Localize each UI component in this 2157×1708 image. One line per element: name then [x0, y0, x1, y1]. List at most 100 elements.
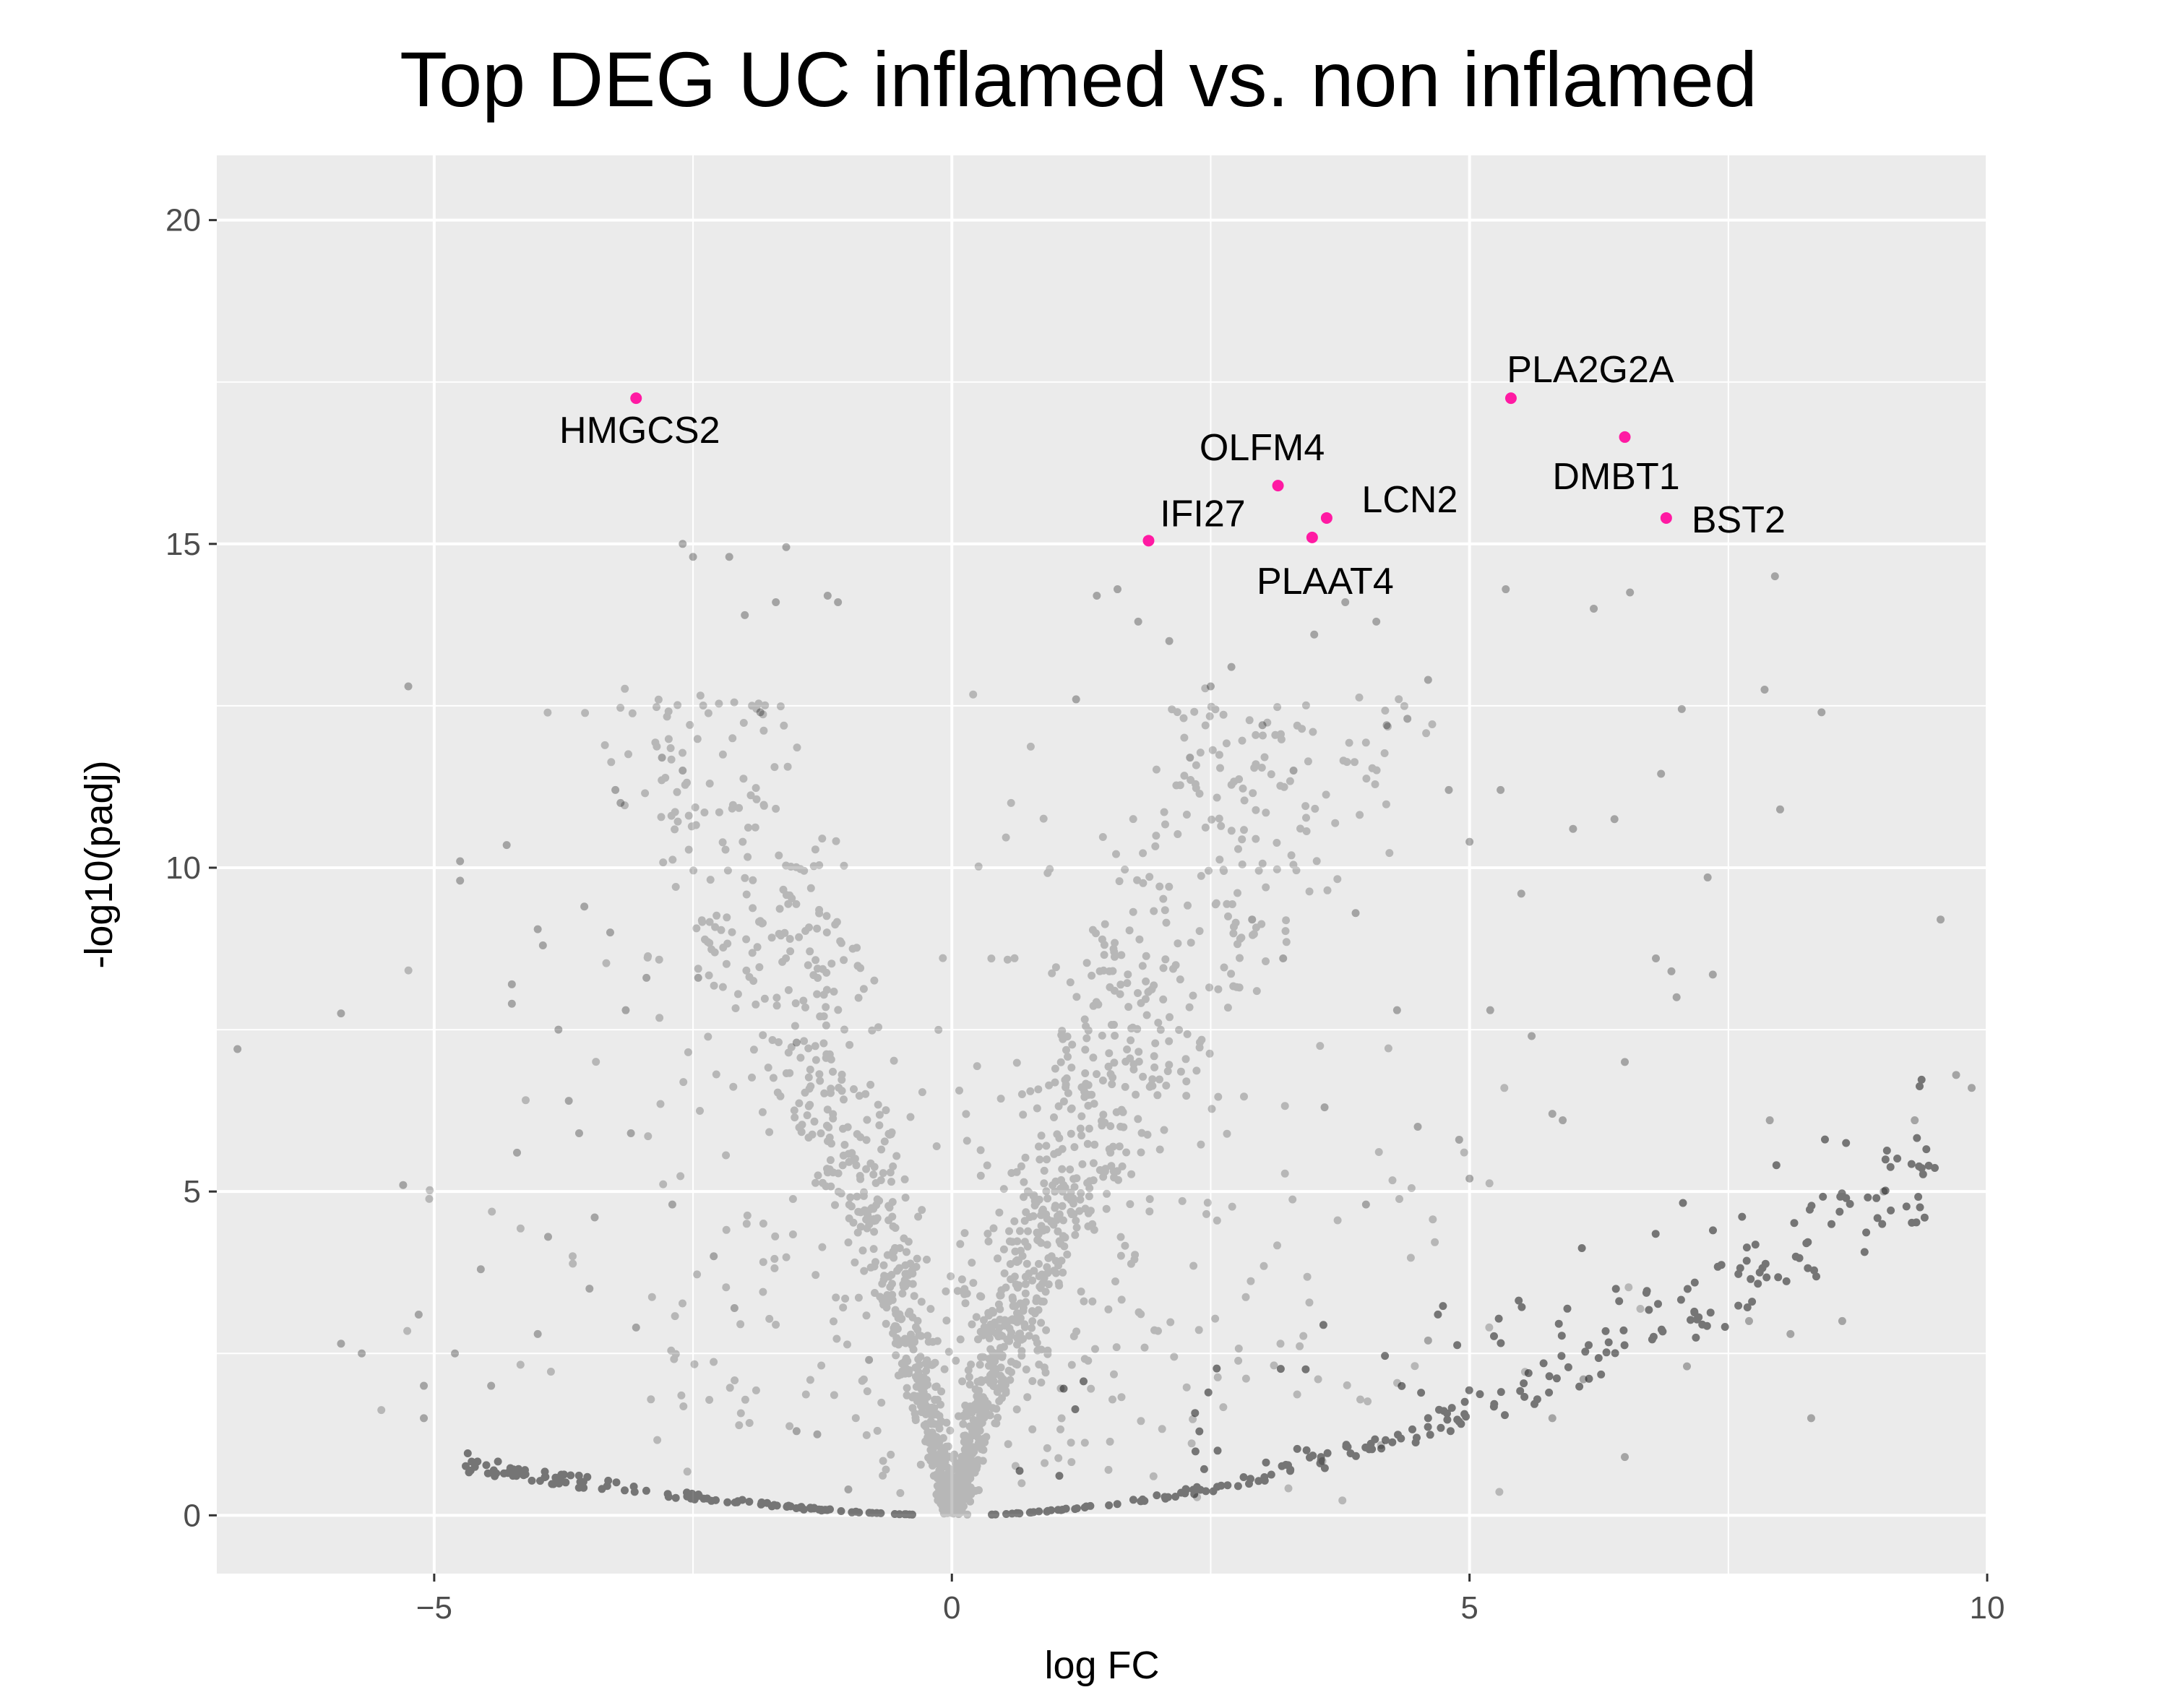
background-point — [668, 1200, 676, 1209]
gene-label-olfm4: OLFM4 — [1200, 427, 1325, 469]
gene-label-lcn2: LCN2 — [1361, 479, 1458, 521]
background-point — [451, 1349, 460, 1358]
background-point — [1548, 1414, 1557, 1423]
background-point — [456, 876, 465, 885]
background-point — [756, 708, 765, 717]
highlight-point-lcn2 — [1320, 512, 1332, 524]
background-point — [1708, 970, 1717, 979]
background-point — [772, 598, 780, 606]
background-point — [1424, 676, 1432, 684]
background-point — [1372, 617, 1381, 626]
background-point — [1672, 993, 1681, 1001]
background-point — [233, 1045, 242, 1053]
x-tick-label: 0 — [943, 1590, 960, 1626]
background-point — [1134, 617, 1142, 626]
background-point — [533, 1329, 542, 1338]
background-point — [782, 543, 791, 551]
y-tick-label: 5 — [184, 1174, 201, 1209]
background-point — [1559, 1116, 1567, 1125]
background-point — [554, 1025, 563, 1034]
background-point — [580, 902, 589, 911]
background-point — [358, 1349, 366, 1358]
background-point — [414, 1310, 423, 1319]
major-gridlines — [217, 155, 1989, 1574]
background-point — [456, 857, 465, 866]
background-point — [502, 841, 511, 850]
background-point — [710, 1252, 718, 1261]
background-point — [1579, 1375, 1588, 1384]
gene-label-plaat4: PLAAT4 — [1257, 561, 1394, 603]
background-point — [1258, 721, 1267, 730]
x-tick-label: −5 — [416, 1590, 452, 1626]
background-point — [689, 553, 697, 561]
background-point — [1744, 1316, 1753, 1325]
background-point — [792, 1427, 801, 1436]
background-point — [533, 925, 542, 933]
background-point — [1279, 954, 1288, 962]
background-point — [1610, 815, 1619, 824]
gene-label-bst2: BST2 — [1692, 499, 1786, 541]
background-point — [507, 980, 516, 988]
plot-panel — [217, 155, 1987, 1574]
background-point — [741, 611, 749, 619]
background-point — [507, 999, 516, 1008]
background-point — [1952, 1071, 1960, 1079]
y-tick-label: 15 — [165, 527, 201, 562]
background-point — [642, 973, 651, 982]
background-point — [606, 928, 614, 937]
background-point — [1248, 915, 1257, 924]
y-axis-ticks: 0 5 10 15 20 — [165, 203, 217, 1533]
background-point — [1683, 1362, 1692, 1371]
background-point — [1341, 598, 1350, 606]
background-point — [590, 1213, 599, 1222]
background-point — [1911, 1116, 1919, 1125]
background-point — [1455, 1135, 1463, 1144]
background-point — [834, 598, 843, 606]
background-point — [1817, 708, 1826, 717]
background-point — [337, 1340, 345, 1348]
background-point — [1590, 604, 1598, 613]
highlight-point-olfm4 — [1272, 480, 1284, 492]
background-point — [627, 1129, 635, 1137]
gene-label-ifi27: IFI27 — [1160, 493, 1246, 535]
x-axis-title: log FC — [1044, 1644, 1159, 1687]
point-cloud — [377, 684, 1939, 1519]
background-point — [585, 1285, 594, 1293]
background-point — [1703, 873, 1712, 881]
background-point — [564, 1097, 573, 1105]
background-point — [1113, 585, 1121, 594]
background-point — [616, 798, 625, 807]
background-point — [1937, 915, 1945, 924]
background-point — [1413, 1123, 1422, 1131]
background-point — [725, 553, 733, 561]
background-point — [487, 1381, 496, 1390]
gene-label-hmgcs2: HMGCS2 — [559, 410, 720, 452]
background-point — [1186, 754, 1194, 762]
highlight-point-plaat4 — [1306, 531, 1318, 543]
background-point — [1486, 1006, 1494, 1014]
background-point — [1880, 1187, 1888, 1196]
background-point — [792, 1038, 801, 1047]
background-point — [865, 1355, 874, 1364]
background-point — [1807, 1414, 1815, 1423]
background-point — [658, 754, 666, 762]
gene-label-pla2g2a: PLA2G2A — [1507, 349, 1674, 391]
highlight-point-hmgcs2 — [630, 392, 642, 405]
background-point — [476, 1265, 485, 1274]
chart-title: Top DEG UC inflamed vs. non inflamed — [400, 35, 1757, 123]
background-point — [1072, 695, 1080, 704]
background-point — [1424, 1336, 1432, 1345]
background-point — [679, 767, 687, 775]
background-point — [538, 941, 547, 950]
background-point — [1652, 954, 1661, 962]
background-point — [512, 1148, 521, 1157]
background-point — [1392, 1006, 1401, 1014]
background-point — [813, 1430, 822, 1439]
background-point — [1770, 572, 1779, 581]
background-point — [1445, 785, 1453, 794]
highlight-point-dmbt1 — [1619, 431, 1631, 443]
background-point — [1497, 785, 1505, 794]
x-tick-label: 10 — [1970, 1590, 2005, 1626]
background-point — [1569, 824, 1577, 833]
